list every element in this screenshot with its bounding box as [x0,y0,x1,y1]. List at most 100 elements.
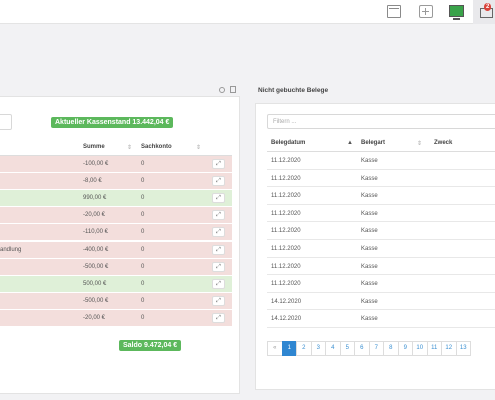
table-row[interactable]: 11.12.2020 Kasse [267,152,495,170]
table-row[interactable]: 990,00 € 0 ⤢ [0,190,232,208]
table-row[interactable]: 14.12.2020 Kasse [267,310,495,328]
row-belegart: Kasse [361,158,378,164]
row-sachkonto: 0 [141,212,145,219]
row-sachkonto: 0 [141,195,145,202]
table-row[interactable]: 11.12.2020 Kasse [267,240,495,258]
pager-page-button[interactable]: 4 [325,341,341,356]
expand-icon[interactable]: ⤢ [212,210,225,221]
column-belegdatum[interactable]: Belegdatum [271,140,306,146]
row-summe: 500,00 € [83,280,107,287]
pager-page-button[interactable]: 5 [339,341,355,356]
panel-title: Nicht gebuchte Belege [258,87,329,94]
table-row[interactable]: -20,00 € 0 ⤢ [0,207,232,225]
gear-icon[interactable] [219,87,225,93]
row-summe: -400,00 € [83,246,109,253]
search-input[interactable] [0,114,12,130]
row-belegdatum: 11.12.2020 [271,281,301,288]
pager-prev-button[interactable]: « [267,341,283,356]
expand-icon[interactable]: ⤢ [212,176,225,187]
pager-page-button[interactable]: 7 [368,341,384,356]
table-row[interactable]: 11.12.2020 Kasse [267,275,495,293]
pager-page-button[interactable]: 10 [412,341,428,356]
row-belegdatum: 11.12.2020 [271,175,301,182]
table-row[interactable]: 11.12.2020 Kasse [267,187,495,205]
table-row[interactable]: -8,00 € 0 ⤢ [0,173,232,191]
pager-page-button[interactable]: 9 [397,341,413,356]
expand-icon[interactable]: ⤢ [212,244,225,255]
column-sachkonto[interactable]: Sachkonto [141,144,172,150]
expand-icon[interactable]: ⤢ [212,278,225,289]
column-belegart[interactable]: Belegart [361,140,386,146]
row-belegdatum: 11.12.2020 [271,228,301,235]
row-sachkonto: 0 [141,246,145,253]
row-belegart: Kasse [361,281,378,288]
row-belegart: Kasse [361,193,378,200]
expand-icon[interactable]: ⤢ [212,312,225,323]
pagination: «1 2 3 4 5 6 7 8 9 10 11 12 13 [267,341,471,356]
row-sachkonto: 0 [141,263,145,270]
table-row[interactable]: -20,00 € 0 ⤢ [0,309,232,327]
table-row[interactable]: -500,00 € 0 ⤢ [0,258,232,276]
sort-icon[interactable]: ⇕ [127,145,133,151]
pager-page-button[interactable]: 8 [383,341,399,356]
kassenbuch-panel: Aktueller Kassenstand 13.442,04 € Summe … [0,96,240,394]
pager-page-button[interactable]: 6 [354,341,370,356]
notification-badge: 2 [484,3,492,11]
row-sachkonto: 0 [141,297,145,304]
pager-page-button[interactable]: 3 [310,341,326,356]
pager-page-button[interactable]: 1 [281,341,297,356]
table-header: Summe ⇕ Sachkonto ⇕ [0,139,232,156]
row-belegdatum: 11.12.2020 [271,246,301,252]
row-belegart: Kasse [361,263,378,270]
row-summe: -20,00 € [83,212,106,219]
top-bar: 2 [0,0,495,24]
table-row[interactable]: 11.12.2020 Kasse [267,258,495,276]
saldo-badge: Saldo 9.472,04 € [119,340,182,351]
table-row[interactable]: 11.12.2020 Kasse [267,170,495,188]
row-description: andlung [0,246,22,253]
table-row[interactable]: -110,00 € 0 ⤢ [0,224,232,242]
table-row[interactable]: 14.12.2020 Kasse [267,293,495,311]
kassenstand-badge: Aktueller Kassenstand 13.442,04 € [51,117,174,128]
expand-icon[interactable]: ⤢ [212,261,225,272]
row-summe: -100,00 € [83,161,109,167]
row-belegdatum: 14.12.2020 [271,316,302,323]
table-header: Belegdatum ▲ Belegart ⇕ Zweck [267,132,495,152]
table-row[interactable]: -100,00 € 0 ⤢ [0,156,232,173]
folder-icon[interactable] [387,5,401,18]
row-sachkonto: 0 [141,229,145,236]
filter-input[interactable]: Filtern ... [267,114,495,129]
row-sachkonto: 0 [141,161,145,167]
row-summe: 990,00 € [83,195,107,202]
row-summe: -8,00 € [83,178,102,185]
row-belegdatum: 14.12.2020 [271,298,302,305]
add-icon[interactable] [419,5,433,18]
row-summe: -110,00 € [83,229,108,236]
pager-page-button[interactable]: 12 [441,341,457,356]
table-row[interactable]: 11.12.2020 Kasse [267,222,495,240]
table-row[interactable]: andlung -400,00 € 0 ⤢ [0,241,232,259]
pager-page-button[interactable]: 13 [455,341,471,356]
row-sachkonto: 0 [141,178,145,185]
table-row[interactable]: -500,00 € 0 ⤢ [0,292,232,310]
expand-icon[interactable]: ⤢ [212,227,225,238]
sort-icon[interactable]: ⇕ [196,145,202,151]
table-row[interactable]: 500,00 € 0 ⤢ [0,275,232,293]
expand-icon[interactable]: ⤢ [212,193,225,204]
pager-page-button[interactable]: 2 [296,341,312,356]
column-zweck[interactable]: Zweck [434,140,453,146]
calendar-icon[interactable] [230,86,236,93]
expand-icon[interactable]: ⤢ [212,159,225,169]
pager-page-button[interactable]: 11 [426,341,442,356]
row-belegart: Kasse [361,228,378,235]
expand-icon[interactable]: ⤢ [212,295,225,306]
table-row[interactable]: 11.12.2020 Kasse [267,205,495,223]
sort-asc-icon[interactable]: ▲ [347,140,353,146]
row-summe: -20,00 € [83,314,106,321]
row-belegdatum: 11.12.2020 [271,263,301,270]
row-belegdatum: 11.12.2020 [271,193,301,200]
monitor-icon[interactable] [449,5,464,20]
column-summe[interactable]: Summe [83,144,105,150]
sort-icon[interactable]: ⇕ [417,141,423,147]
row-belegart: Kasse [361,175,378,182]
